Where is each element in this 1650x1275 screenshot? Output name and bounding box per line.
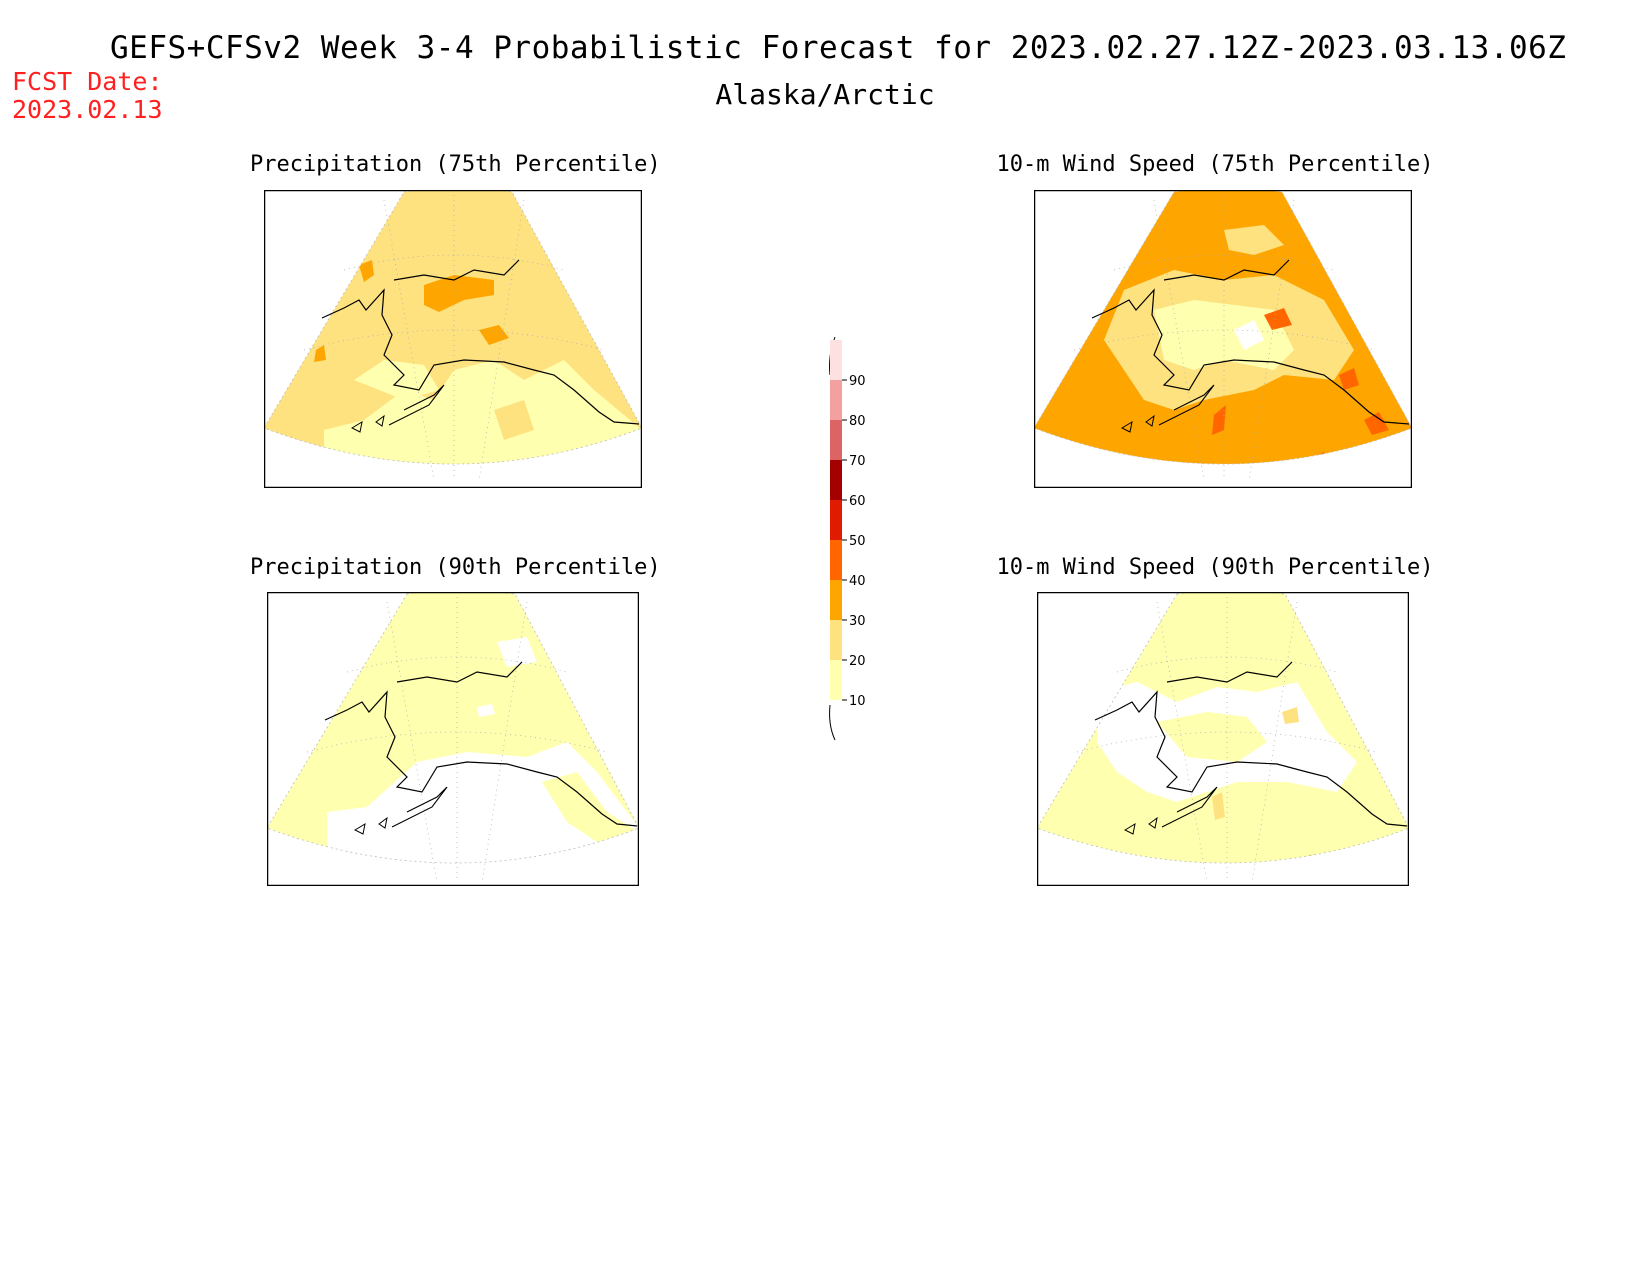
fcst-date-value: 2023.02.13 xyxy=(12,95,163,124)
map-wind-90 xyxy=(1037,592,1409,886)
colorbar-box-80-90 xyxy=(830,380,842,420)
colorbar-bottom-cap xyxy=(829,704,836,741)
panel-title-precip-75: Precipitation (75th Percentile) xyxy=(250,152,661,177)
colorbar-label-40: 40 xyxy=(849,574,866,589)
colorbar: 10 20 30 40 50 60 70 80 90 xyxy=(829,336,866,741)
fcst-date-label: FCST Date: xyxy=(12,67,163,96)
region-subtitle: Alaska/Arctic xyxy=(715,78,935,111)
colorbar-label-20: 20 xyxy=(849,654,866,669)
colorbar-label-60: 60 xyxy=(849,494,866,509)
colorbar-box-60-70 xyxy=(830,460,842,500)
colorbar-label-80: 80 xyxy=(849,414,866,429)
colorbar-box-70-80 xyxy=(830,420,842,460)
main-title: GEFS+CFSv2 Week 3-4 Probabilistic Foreca… xyxy=(110,30,1567,66)
precip75-orange-patch xyxy=(424,275,494,312)
colorbar-box-20-30 xyxy=(830,620,842,660)
map-precip-90 xyxy=(267,592,639,886)
panel-title-wind-75: 10-m Wind Speed (75th Percentile) xyxy=(996,152,1434,177)
colorbar-box-40-50 xyxy=(830,540,842,580)
map-wind-75 xyxy=(1034,190,1412,488)
colorbar-label-30: 30 xyxy=(849,614,866,629)
map-precip-75 xyxy=(264,190,642,488)
colorbar-box-10-20 xyxy=(830,660,842,700)
colorbar-box-gt90 xyxy=(830,340,842,380)
colorbar-label-50: 50 xyxy=(849,534,866,549)
panel-title-wind-90: 10-m Wind Speed (90th Percentile) xyxy=(996,555,1434,580)
colorbar-box-50-60 xyxy=(830,500,842,540)
colorbar-box-30-40 xyxy=(830,580,842,620)
colorbar-label-90: 90 xyxy=(849,374,866,389)
panel-title-precip-90: Precipitation (90th Percentile) xyxy=(250,555,661,580)
forecast-date-block: FCST Date: 2023.02.13 xyxy=(12,68,163,124)
colorbar-label-70: 70 xyxy=(849,454,866,469)
alaska-coastline xyxy=(321,288,640,425)
colorbar-label-10: 10 xyxy=(849,694,866,709)
